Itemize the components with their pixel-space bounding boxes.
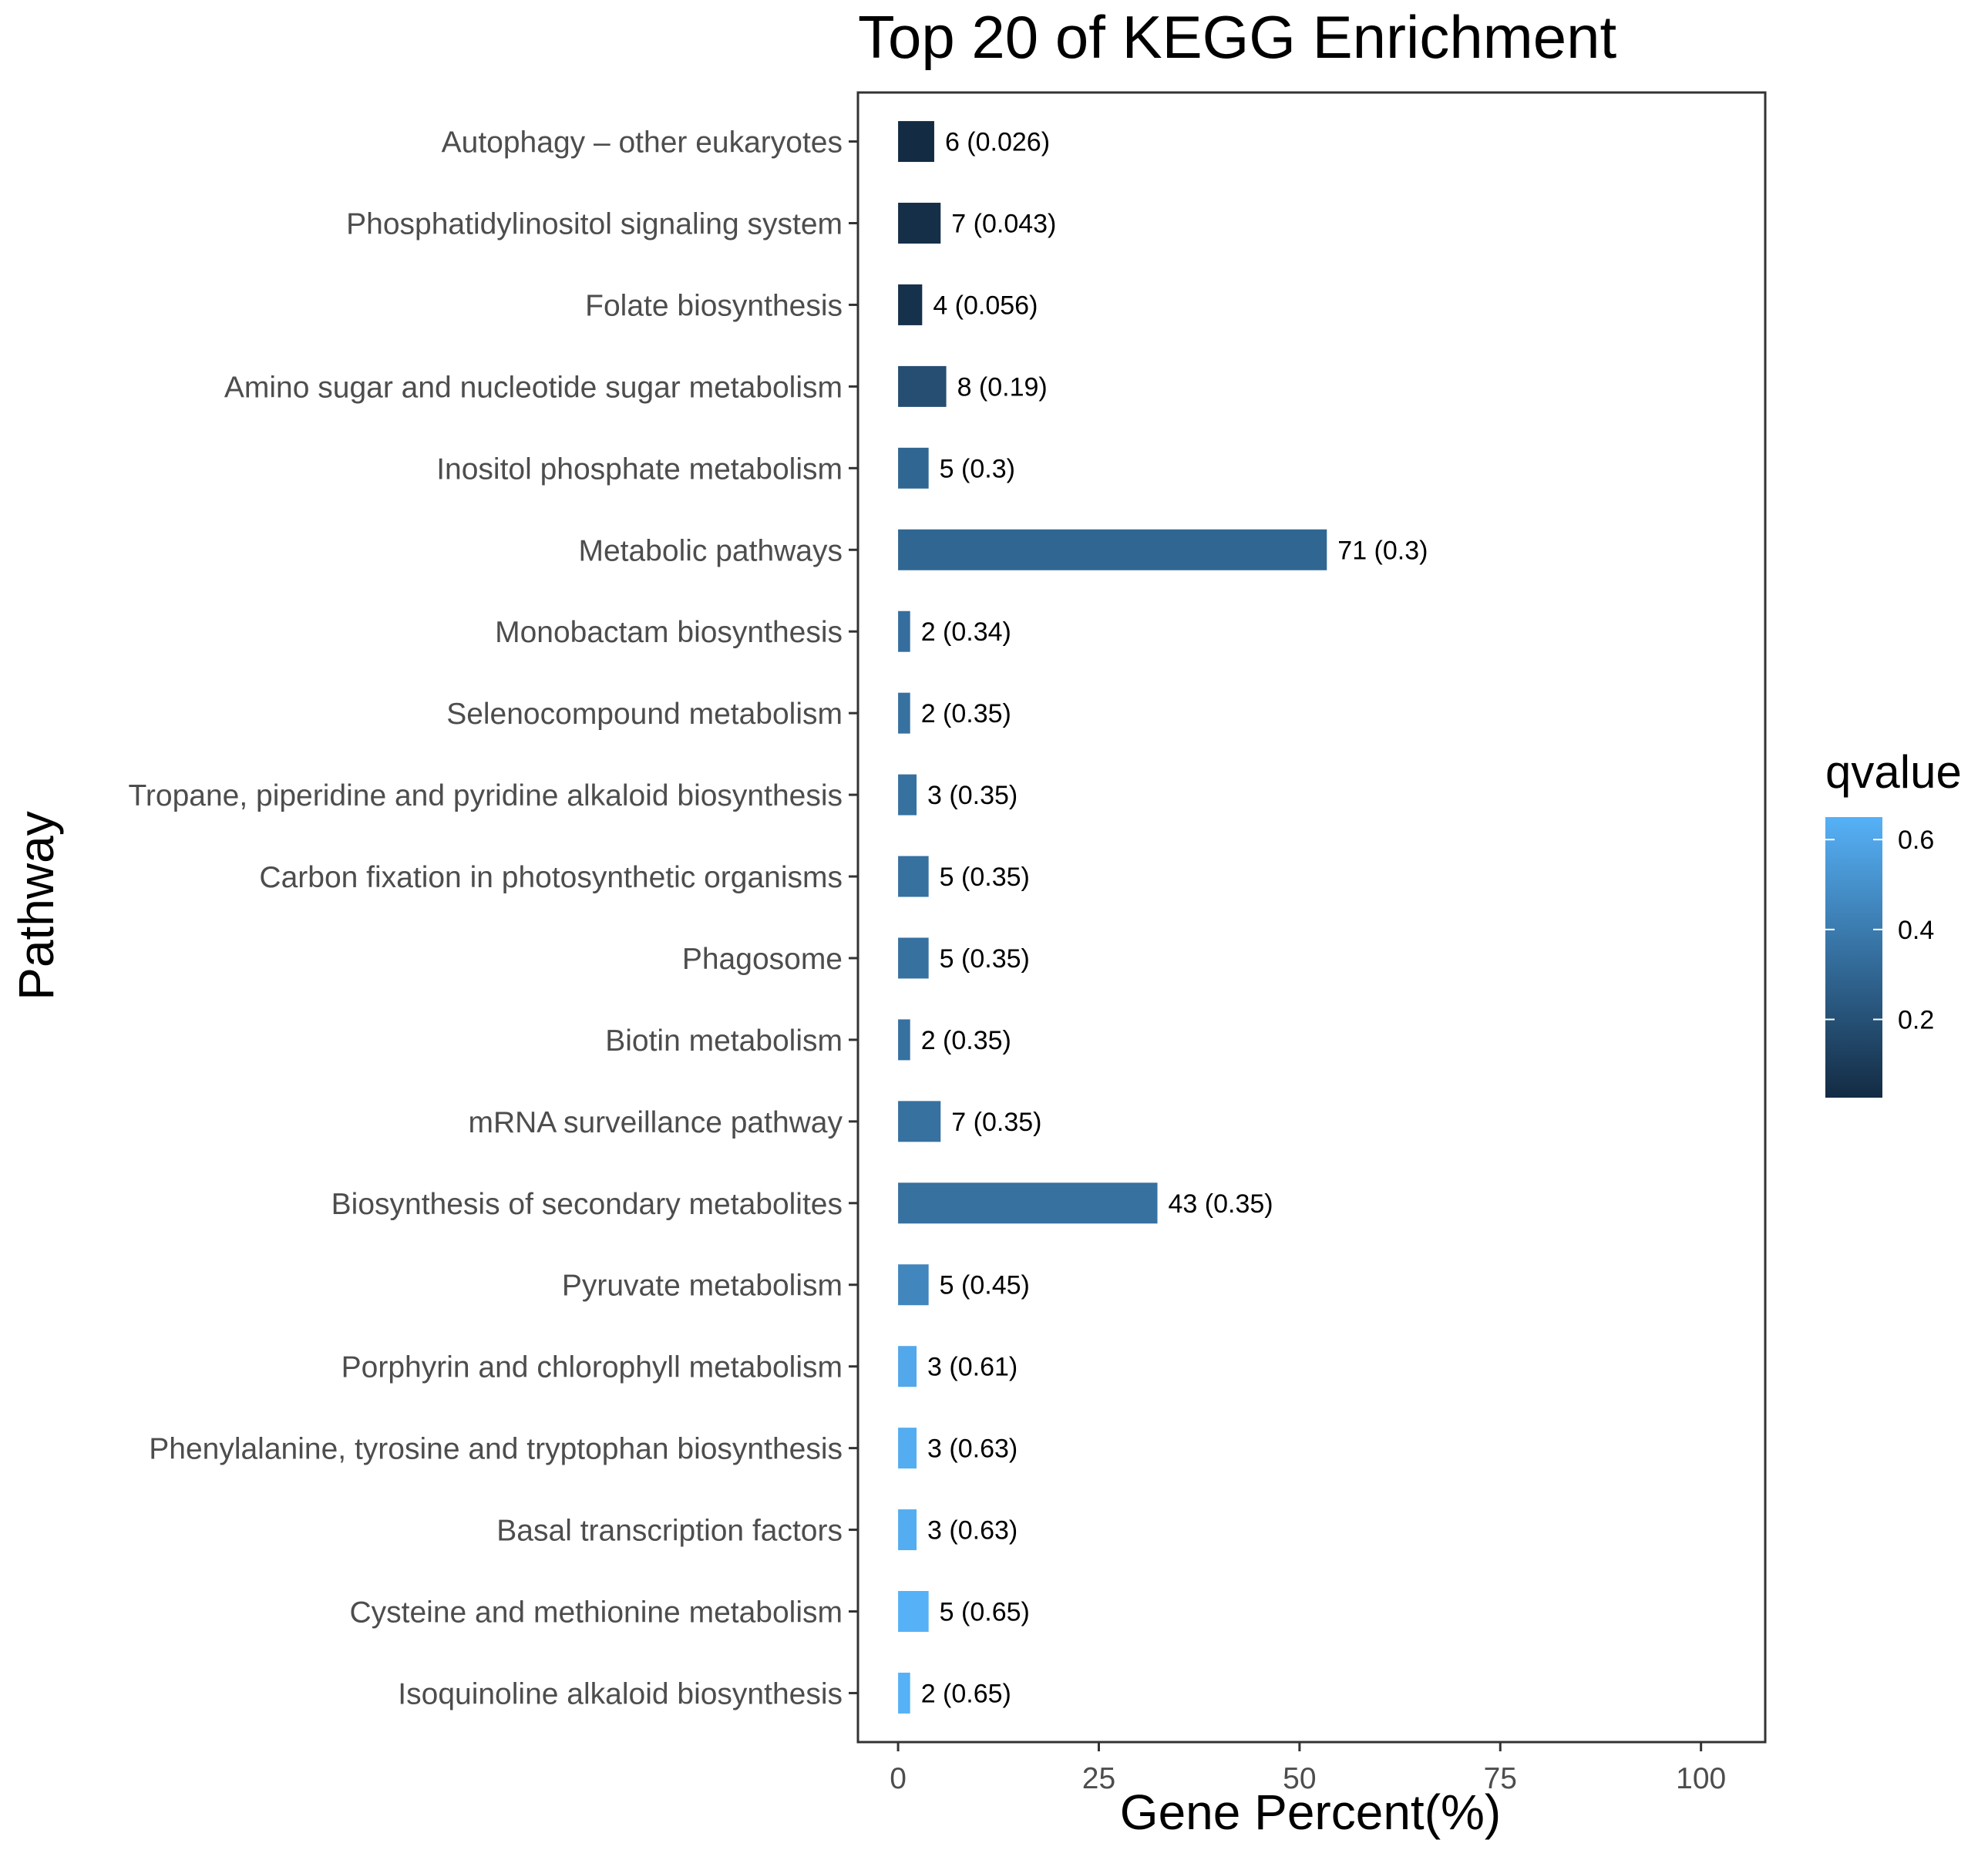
bar: [898, 1264, 929, 1306]
legend-tick-label: 0.4: [1898, 916, 1934, 945]
plot-panel-border: [856, 91, 1767, 1744]
legend-tick-label: 0.2: [1898, 1006, 1934, 1035]
bar-value-label: 5 (0.35): [940, 863, 1030, 892]
bar: [898, 1182, 1158, 1224]
bar: [898, 1509, 917, 1551]
pathway-label: Phagosome: [682, 943, 843, 976]
pathway-label: Metabolic pathways: [578, 534, 843, 567]
pathway-labels: Autophagy – other eukaryotes Phosphatidyl…: [129, 126, 858, 1710]
legend-color-bar: [1825, 817, 1882, 1098]
pathway-label: Autophagy – other eukaryotes: [442, 126, 843, 160]
bar-value-label: 2 (0.35): [921, 1026, 1011, 1055]
bar-value-label: 7 (0.043): [951, 210, 1056, 239]
pathway-label: Phosphatidylinositol signaling system: [346, 208, 843, 241]
pathway-label: Folate biosynthesis: [585, 289, 843, 322]
x-tick-label: 100: [1676, 1762, 1726, 1795]
pathway-label: Carbon fixation in photosynthetic organi…: [259, 861, 843, 894]
bar: [898, 1591, 929, 1632]
x-axis-title: Gene Percent(%): [1120, 1784, 1501, 1840]
bar: [898, 692, 910, 734]
bar-value-label: 8 (0.19): [957, 372, 1048, 402]
bar-value-label: 5 (0.45): [940, 1271, 1030, 1300]
legend-tick-label: 0.6: [1898, 826, 1934, 855]
pathway-label: Biotin metabolism: [605, 1024, 843, 1058]
y-axis-title: Pathway: [8, 811, 64, 1000]
bar-value-label: 3 (0.61): [927, 1353, 1018, 1382]
bar-value-label: 3 (0.63): [927, 1435, 1018, 1464]
bar: [898, 365, 947, 407]
bar: [898, 1019, 910, 1061]
legend-title: qvalue: [1825, 746, 1962, 798]
bar: [898, 1672, 910, 1714]
pathway-label: Amino sugar and nucleotide sugar metabol…: [224, 371, 843, 404]
bar-value-label: 5 (0.65): [940, 1597, 1030, 1626]
bar: [898, 1428, 917, 1469]
bar-value-label: 5 (0.3): [940, 454, 1015, 483]
pathway-label: Selenocompound metabolism: [446, 698, 843, 731]
bar: [898, 529, 1327, 570]
pathway-label: Tropane, piperidine and pyridine alkaloi…: [129, 779, 843, 812]
bar-value-label: 4 (0.056): [933, 291, 1038, 320]
bar: [898, 1346, 917, 1388]
bar: [898, 447, 929, 489]
bar-value-label: 6 (0.026): [945, 128, 1050, 157]
pathway-label: Pyruvate metabolism: [562, 1270, 843, 1303]
pathway-label: Isoquinoline alkaloid biosynthesis: [398, 1677, 843, 1710]
bar-value-label: 3 (0.63): [927, 1516, 1018, 1546]
bars-group: 6 (0.026) 7 (0.043) 4 (0.056) 8 (0.19) 5 (0.…: [898, 121, 1428, 1714]
chart-title: Top 20 of KEGG Enrichment: [858, 3, 1616, 71]
bar: [898, 203, 941, 244]
pathway-label: Basal transcription factors: [496, 1515, 843, 1548]
bar-value-label: 2 (0.65): [921, 1679, 1011, 1708]
bar: [898, 856, 929, 897]
pathway-label: Inositol phosphate metabolism: [436, 452, 843, 486]
bar-value-label: 2 (0.35): [921, 699, 1011, 728]
bar: [898, 937, 929, 979]
x-tick-label: 0: [890, 1762, 907, 1795]
bar: [898, 284, 923, 325]
legend-ticks: 0.2 0.4 0.6: [1825, 826, 1934, 1035]
pathway-label: Cysteine and methionine metabolism: [349, 1596, 843, 1629]
x-tick-label: 25: [1082, 1762, 1115, 1795]
bar-value-label: 5 (0.35): [940, 944, 1030, 974]
pathway-label: Phenylalanine, tyrosine and tryptophan b…: [149, 1433, 843, 1466]
bar: [898, 610, 910, 652]
pathway-label: Porphyrin and chlorophyll metabolism: [341, 1351, 843, 1384]
bar-value-label: 7 (0.35): [951, 1108, 1041, 1137]
bar-value-label: 3 (0.35): [927, 781, 1018, 810]
bar-value-label: 71 (0.3): [1337, 536, 1428, 565]
bar-value-label: 43 (0.35): [1169, 1189, 1273, 1219]
pathway-label: Monobactam biosynthesis: [495, 616, 843, 649]
pathway-label: mRNA surveillance pathway: [468, 1106, 843, 1139]
bar: [898, 774, 917, 816]
x-tick-label: 50: [1283, 1762, 1316, 1795]
x-axis-ticks: 0 25 50 75 100: [890, 1742, 1726, 1795]
bar-value-label: 2 (0.34): [921, 617, 1011, 647]
qvalue-legend: qvalue 0.2 0.4 0.6: [1825, 746, 1962, 1098]
bar: [898, 121, 934, 163]
x-tick-label: 75: [1484, 1762, 1517, 1795]
pathway-label: Biosynthesis of secondary metabolites: [331, 1188, 843, 1221]
bar: [898, 1101, 941, 1142]
